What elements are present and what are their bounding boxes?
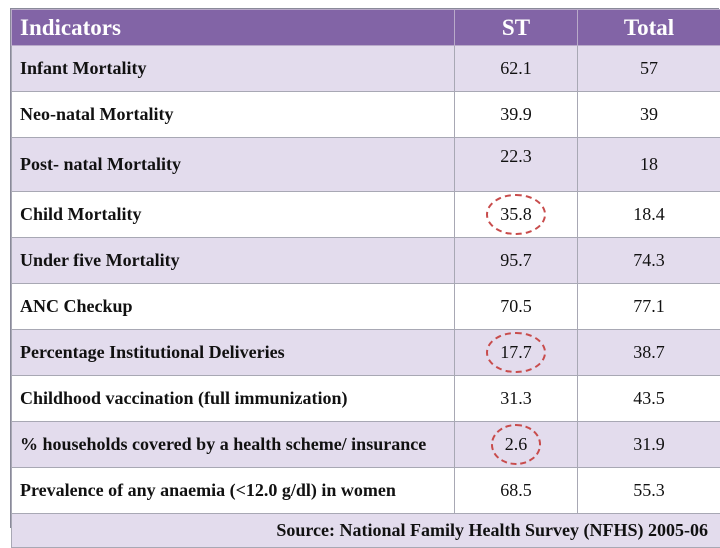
indicators-table-container: Indicators ST Total Infant Mortality 62.…: [10, 8, 719, 528]
total-value: 39: [578, 92, 720, 138]
table-row: % households covered by a health scheme/…: [12, 422, 720, 468]
indicator-label: Childhood vaccination (full immunization…: [12, 376, 455, 422]
table-row: Prevalence of any anaemia (<12.0 g/dl) i…: [12, 468, 720, 514]
table-row: Neo-natal Mortality 39.9 39: [12, 92, 720, 138]
total-value: 77.1: [578, 284, 720, 330]
total-value: 31.9: [578, 422, 720, 468]
highlighted-st-value: 35.8: [492, 200, 540, 229]
indicator-label: Prevalence of any anaemia (<12.0 g/dl) i…: [12, 468, 455, 514]
table-row: Post- natal Mortality 22.3 18: [12, 138, 720, 192]
indicator-label: Child Mortality: [12, 192, 455, 238]
st-value: 31.3: [455, 376, 578, 422]
total-value: 57: [578, 46, 720, 92]
table-row: Infant Mortality 62.1 57: [12, 46, 720, 92]
highlighted-st-value: 17.7: [492, 338, 540, 367]
table-row: ANC Checkup 70.5 77.1: [12, 284, 720, 330]
total-value: 18: [578, 138, 720, 192]
table-row: Childhood vaccination (full immunization…: [12, 376, 720, 422]
header-st: ST: [455, 10, 578, 46]
st-value: 39.9: [455, 92, 578, 138]
st-value: 62.1: [455, 46, 578, 92]
indicator-label: Neo-natal Mortality: [12, 92, 455, 138]
header-indicators: Indicators: [12, 10, 455, 46]
st-value-cell: 17.7: [455, 330, 578, 376]
indicator-label: ANC Checkup: [12, 284, 455, 330]
source-citation: Source: National Family Health Survey (N…: [12, 514, 720, 548]
source-row: Source: National Family Health Survey (N…: [12, 514, 720, 548]
highlighted-st-value: 2.6: [497, 430, 536, 459]
st-value: 70.5: [455, 284, 578, 330]
total-value: 18.4: [578, 192, 720, 238]
indicator-label: % households covered by a health scheme/…: [12, 422, 455, 468]
indicator-label: Post- natal Mortality: [12, 138, 455, 192]
st-value-cell: 2.6: [455, 422, 578, 468]
table-row: Percentage Institutional Deliveries 17.7…: [12, 330, 720, 376]
indicators-table: Indicators ST Total Infant Mortality 62.…: [11, 9, 720, 548]
table-row: Under five Mortality 95.7 74.3: [12, 238, 720, 284]
st-value: 68.5: [455, 468, 578, 514]
header-total: Total: [578, 10, 720, 46]
st-value-cell: 35.8: [455, 192, 578, 238]
st-value: 22.3: [455, 138, 578, 192]
total-value: 43.5: [578, 376, 720, 422]
total-value: 74.3: [578, 238, 720, 284]
total-value: 55.3: [578, 468, 720, 514]
table-row: Child Mortality 35.8 18.4: [12, 192, 720, 238]
total-value: 38.7: [578, 330, 720, 376]
indicator-label: Percentage Institutional Deliveries: [12, 330, 455, 376]
indicator-label: Infant Mortality: [12, 46, 455, 92]
indicator-label: Under five Mortality: [12, 238, 455, 284]
st-value: 95.7: [455, 238, 578, 284]
table-header-row: Indicators ST Total: [12, 10, 720, 46]
